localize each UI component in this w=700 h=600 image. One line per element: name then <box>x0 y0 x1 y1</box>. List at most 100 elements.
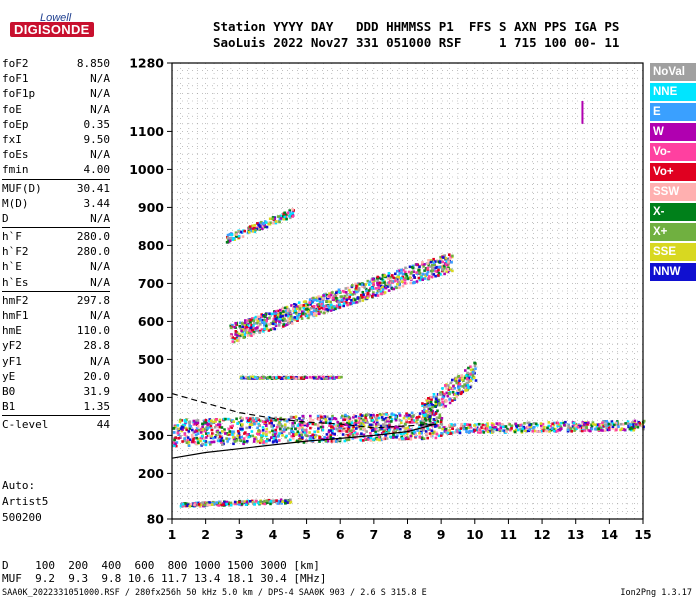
echo-point <box>333 305 336 309</box>
echo-point <box>440 432 443 435</box>
echo-point <box>437 274 440 277</box>
parameter-name: M(D) <box>2 196 29 210</box>
echo-point <box>315 377 319 380</box>
echo-point <box>355 286 358 290</box>
echo-point <box>324 421 328 424</box>
echo-point <box>316 414 320 418</box>
echo-point <box>195 427 199 430</box>
echo-point <box>434 274 437 278</box>
echo-point <box>304 304 307 307</box>
echo-point <box>212 420 215 424</box>
echo-point <box>545 429 549 433</box>
echo-point <box>388 420 392 424</box>
echo-point <box>202 437 206 440</box>
echo-point <box>246 376 250 380</box>
echo-point <box>381 427 385 430</box>
legend-entry: X+ <box>650 223 696 241</box>
echo-point <box>326 439 330 443</box>
echo-point <box>348 288 351 292</box>
echo-point <box>181 426 185 429</box>
echo-point <box>227 417 230 421</box>
parameter-row: D N/A <box>2 211 110 226</box>
echo-point <box>371 295 374 298</box>
echo-point <box>338 376 341 379</box>
legend-entry: X- <box>650 203 696 221</box>
echo-point <box>286 439 290 443</box>
echo-point <box>448 257 452 260</box>
echo-point <box>306 424 309 428</box>
echo-point <box>582 424 585 428</box>
echo-point <box>301 428 304 431</box>
echo-point <box>433 419 436 423</box>
echo-point <box>404 270 407 274</box>
echo-point <box>386 285 390 288</box>
echo-point <box>269 322 273 325</box>
echo-point <box>587 421 590 424</box>
echo-point <box>446 268 450 271</box>
echo-point <box>294 419 298 422</box>
echo-point <box>312 310 316 314</box>
echo-point <box>435 395 438 399</box>
echo-point <box>321 307 325 311</box>
echo-point <box>278 317 282 321</box>
echo-point <box>407 270 411 274</box>
echo-point <box>551 422 554 426</box>
echo-point <box>265 225 269 229</box>
echo-point <box>473 364 477 368</box>
echo-point <box>331 414 334 418</box>
auto-code: 500200 <box>2 511 42 524</box>
echo-point <box>255 318 258 321</box>
echo-point <box>382 275 385 279</box>
echo-point <box>199 431 203 434</box>
echo-point <box>178 427 181 431</box>
echo-point <box>225 500 229 504</box>
echo-point <box>364 287 368 291</box>
echo-point <box>372 413 375 417</box>
echo-point <box>256 222 259 225</box>
echo-point <box>290 322 294 325</box>
echo-point <box>199 503 203 506</box>
echo-point <box>417 415 421 419</box>
echo-point <box>334 307 337 311</box>
echo-point <box>255 377 259 380</box>
parameter-row: yE 20.0 <box>2 369 110 384</box>
echo-point <box>249 229 252 233</box>
echo-point <box>317 295 320 298</box>
echo-point <box>241 235 245 238</box>
echo-point <box>260 434 263 437</box>
echo-point <box>240 419 243 423</box>
echo-point <box>262 432 265 435</box>
echo-point <box>309 311 313 314</box>
echo-point <box>199 436 203 440</box>
echo-point <box>392 429 396 432</box>
echo-point <box>368 293 372 297</box>
echo-point <box>193 430 197 433</box>
echo-point <box>344 291 348 294</box>
parameter-row: hmF2 297.8 <box>2 293 110 308</box>
echo-point <box>520 429 523 433</box>
echo-point <box>428 428 431 431</box>
echo-point <box>538 430 541 433</box>
echo-point <box>252 324 255 327</box>
echo-point <box>330 303 333 307</box>
echo-point <box>260 315 264 318</box>
echo-point <box>434 260 437 263</box>
echo-point <box>244 431 247 434</box>
echo-point <box>406 426 409 430</box>
echo-point <box>431 424 434 428</box>
echo-point <box>239 416 243 420</box>
echo-point <box>259 419 262 423</box>
echo-point <box>458 376 462 380</box>
echo-point <box>597 423 601 426</box>
echo-point <box>443 254 446 257</box>
echo-point <box>183 423 186 427</box>
echo-point <box>254 327 257 330</box>
echo-point <box>456 393 460 397</box>
echo-point <box>344 287 348 290</box>
echo-point <box>440 434 443 437</box>
echo-point <box>311 422 315 426</box>
echo-point <box>429 396 433 399</box>
echo-point <box>188 438 192 441</box>
echo-point <box>448 429 451 432</box>
